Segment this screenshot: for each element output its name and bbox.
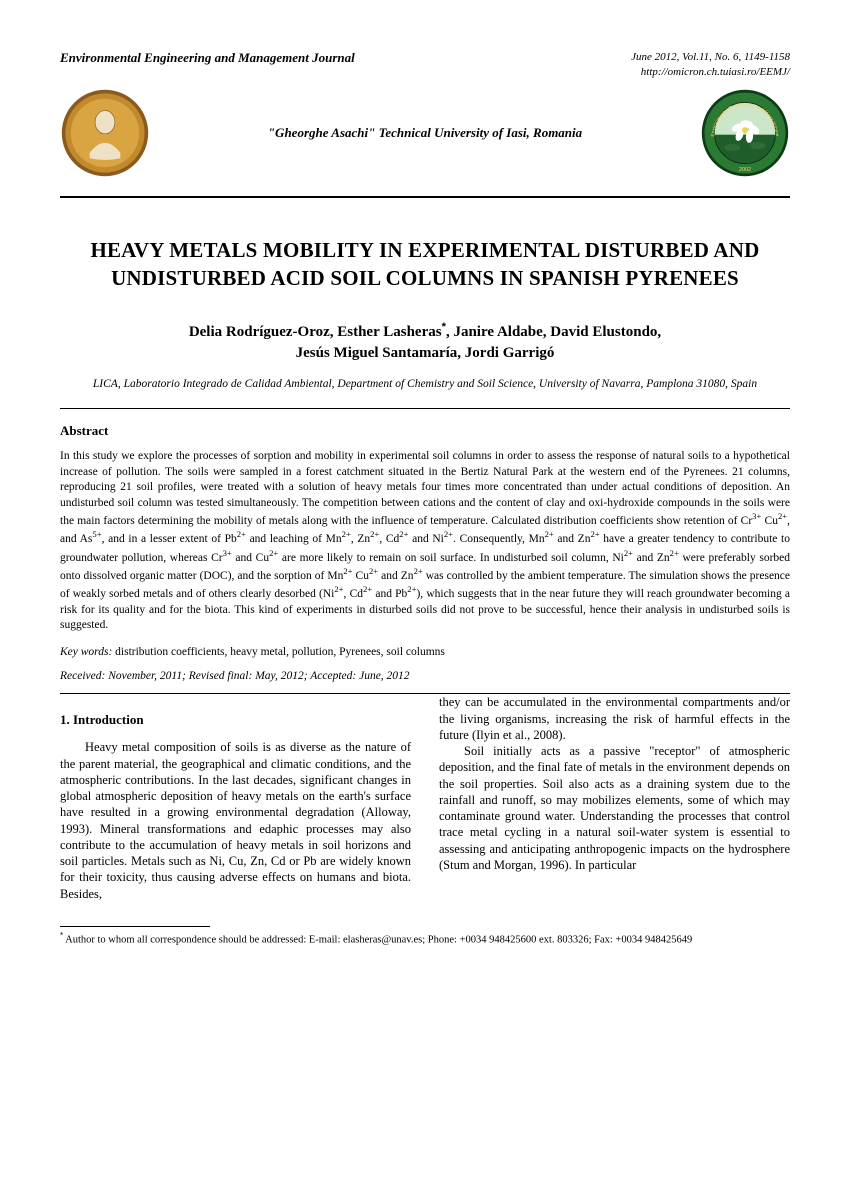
journal-url: http://omicron.ch.tuiasi.ro/EEMJ/ <box>631 65 790 80</box>
keywords-label: Key words: <box>60 646 112 658</box>
intro-p3: Soil initially acts as a passive "recept… <box>439 743 790 873</box>
authors-line1a: Delia Rodríguez-Oroz, Esther Lasheras <box>189 324 442 340</box>
rule-top <box>60 196 790 198</box>
intro-heading: 1. Introduction <box>60 712 411 729</box>
affiliation: LICA, Laboratorio Integrado de Calidad A… <box>60 377 790 393</box>
history: Received: November, 2011; Revised final:… <box>60 670 790 684</box>
keywords: Key words: distribution coefficients, he… <box>60 646 790 660</box>
keywords-list: distribution coefficients, heavy metal, … <box>112 646 445 658</box>
authors-line1b: , Janire Aldabe, David Elustondo, <box>446 324 661 340</box>
authors-line2: Jesús Miguel Santamaría, Jordi Garrigó <box>296 345 555 361</box>
medallion-logo <box>60 88 150 178</box>
rule-after-affil <box>60 408 790 409</box>
footnote-text: Author to whom all correspondence should… <box>63 934 692 945</box>
svg-text:2002: 2002 <box>739 166 751 172</box>
logos-row: "Gheorghe Asachi" Technical University o… <box>60 88 790 178</box>
footnote-separator <box>60 926 210 927</box>
issue-block: June 2012, Vol.11, No. 6, 1149-1158 http… <box>631 50 790 80</box>
body-columns: 1. Introduction Heavy metal composition … <box>60 694 790 901</box>
abstract-heading: Abstract <box>60 423 790 439</box>
issue-info: June 2012, Vol.11, No. 6, 1149-1158 <box>631 50 790 65</box>
paper-title: HEAVY METALS MOBILITY IN EXPERIMENTAL DI… <box>60 236 790 293</box>
authors: Delia Rodríguez-Oroz, Esther Lasheras*, … <box>60 320 790 363</box>
journal-seal: Environmental Engineering and Management… <box>700 88 790 178</box>
university-name: "Gheorghe Asachi" Technical University o… <box>150 125 700 141</box>
header-row: Environmental Engineering and Management… <box>60 50 790 80</box>
intro-p1: Heavy metal composition of soils is as d… <box>60 739 411 902</box>
abstract-body: In this study we explore the processes o… <box>60 449 790 634</box>
corresponding-author-footnote: * Author to whom all correspondence shou… <box>60 931 790 947</box>
journal-name: Environmental Engineering and Management… <box>60 50 355 66</box>
intro-p2: they can be accumulated in the environme… <box>439 694 790 743</box>
